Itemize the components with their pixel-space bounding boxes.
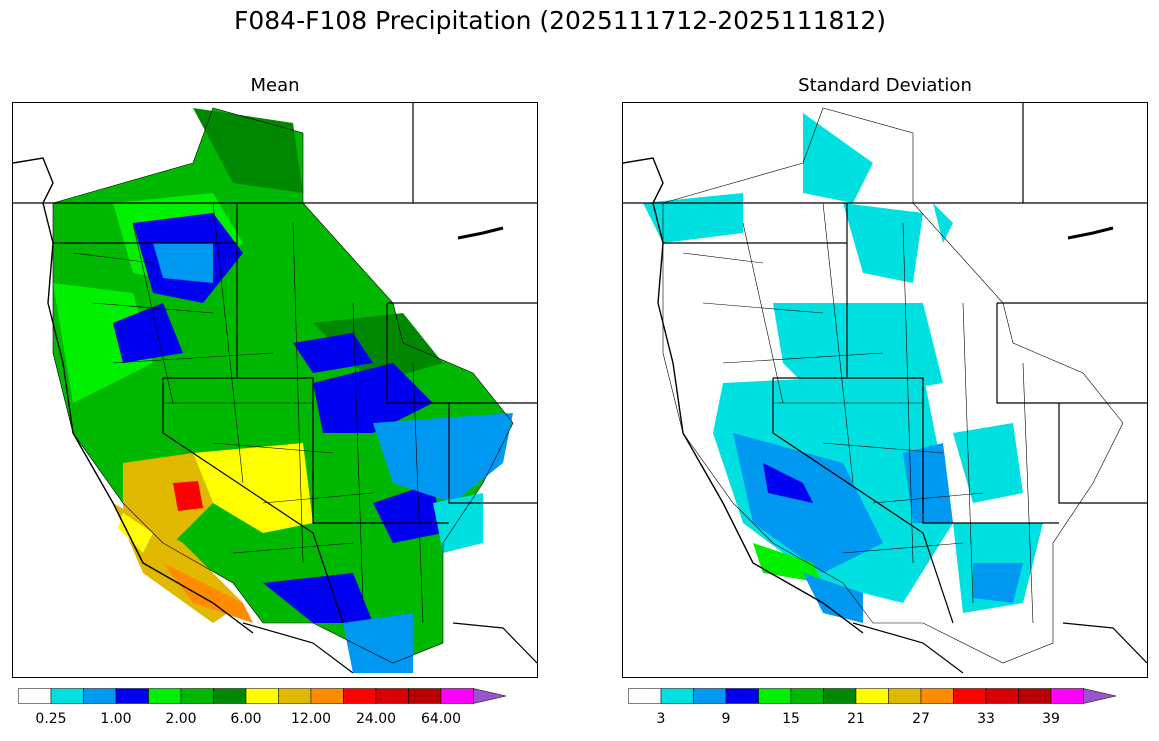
mean-map-svg: [12, 103, 538, 674]
std-panel-title: Standard Deviation: [798, 75, 972, 96]
colorbar-swatch: [83, 688, 117, 704]
std-basin-outlines: [662, 107, 1124, 664]
colorbar-swatch: [1018, 688, 1052, 704]
colorbar-swatch: [18, 688, 52, 704]
colorbar-swatch: [953, 688, 987, 704]
std-coastline: [622, 157, 864, 634]
std-map: [622, 102, 1148, 678]
std-lake: [1067, 226, 1114, 240]
colorbar-swatch: [245, 688, 279, 704]
colorbar-swatch: [1083, 688, 1117, 704]
colorbar-swatch: [725, 688, 759, 704]
colorbar-tick-label: 12.00: [290, 711, 332, 727]
colorbar-tick-label: 1.00: [100, 711, 132, 727]
colorbar-tick-label: 2.00: [165, 711, 197, 727]
colorbar-swatch: [628, 688, 662, 704]
colorbar-swatch: [888, 688, 922, 704]
colorbar-swatch: [855, 688, 889, 704]
colorbar-tick-label: 6.00: [230, 711, 262, 727]
colorbar-swatch: [310, 688, 344, 704]
colorbar-swatch: [278, 688, 312, 704]
colorbar-swatch: [440, 688, 474, 704]
colorbar-swatch: [920, 688, 954, 704]
colorbar-tick-label: 24.00: [355, 711, 397, 727]
colorbar-tick-label: 39: [1042, 711, 1060, 727]
colorbar-tick-label: 33: [977, 711, 995, 727]
colorbar-tick-label: 15: [782, 711, 800, 727]
colorbar-swatch: [660, 688, 694, 704]
std-colorbar: [628, 688, 1117, 704]
colorbar-swatch: [180, 688, 214, 704]
colorbar-swatch: [693, 688, 727, 704]
std-state-borders: [623, 103, 1148, 674]
mean-basin-outlines: [52, 107, 514, 664]
colorbar-tick-label: 64.00: [420, 711, 462, 727]
mean-lake: [457, 226, 504, 240]
colorbar-swatch: [115, 688, 149, 704]
colorbar-swatch: [473, 688, 507, 704]
colorbar-swatch: [408, 688, 442, 704]
colorbar-swatch: [343, 688, 377, 704]
colorbar-swatch: [985, 688, 1019, 704]
colorbar-tick-label: 21: [847, 711, 865, 727]
mean-state-borders: [13, 103, 538, 674]
mean-colorbar: [18, 688, 507, 704]
colorbar-swatch: [823, 688, 857, 704]
colorbar-swatch: [758, 688, 792, 704]
mean-map: [12, 102, 538, 678]
colorbar-swatch: [148, 688, 182, 704]
colorbar-tick-label: 9: [721, 711, 731, 727]
colorbar-tick-label: 27: [912, 711, 930, 727]
std-map-svg: [622, 103, 1148, 674]
colorbar-swatch: [213, 688, 247, 704]
std-precip-fields: [643, 113, 1043, 623]
colorbar-tick-label: 0.25: [35, 711, 67, 727]
mean-coastline: [12, 157, 254, 634]
mean-panel-title: Mean: [250, 75, 300, 96]
colorbar-swatch: [375, 688, 409, 704]
colorbar-swatch: [50, 688, 84, 704]
mean-precip-fields: [53, 108, 513, 673]
colorbar-swatch: [1050, 688, 1084, 704]
colorbar-swatch: [790, 688, 824, 704]
figure-title: F084-F108 Precipitation (2025111712-2025…: [233, 6, 886, 35]
colorbar-tick-label: 3: [656, 711, 666, 727]
